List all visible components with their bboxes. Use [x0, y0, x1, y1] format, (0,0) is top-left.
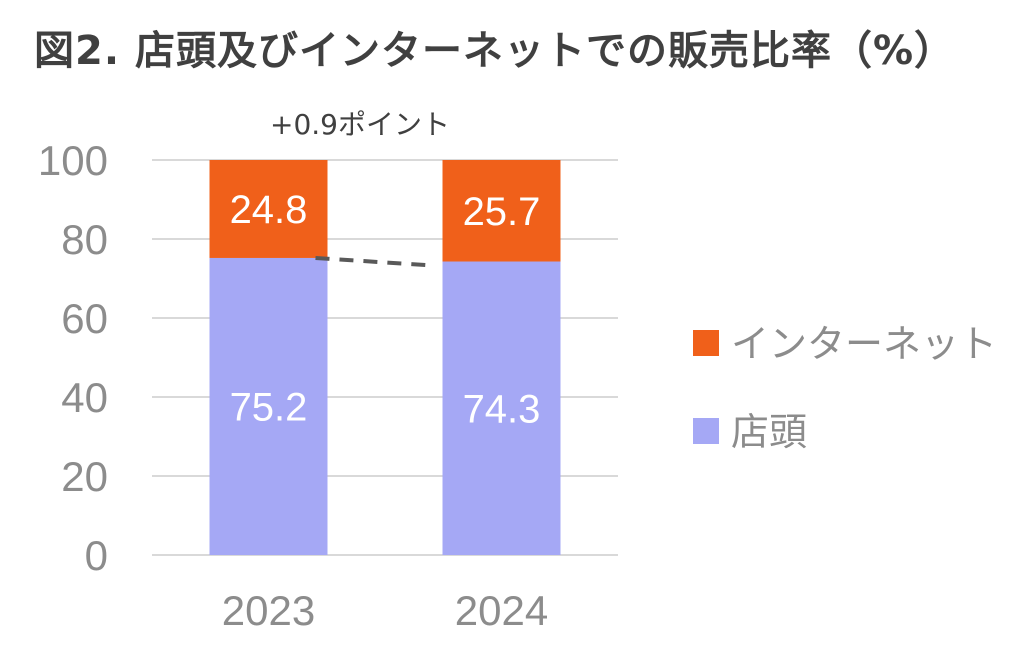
data-label: 24.8 — [230, 188, 308, 232]
y-tick-label: 60 — [61, 295, 108, 342]
legend-swatch — [693, 418, 719, 444]
bar-segment — [442, 160, 561, 262]
x-category-label: 2023 — [222, 587, 315, 634]
data-label: 25.7 — [463, 190, 541, 234]
y-tick-label: 0 — [85, 532, 108, 579]
legend-label: インターネット — [731, 322, 997, 366]
y-tick-label: 80 — [61, 216, 108, 263]
x-axis-categories: 2023 2024 — [222, 587, 548, 634]
y-tick-label: 100 — [38, 137, 108, 184]
chart-title: 図2. 店頭及びインターネットでの販売比率（%） — [34, 28, 956, 74]
x-category-label: 2024 — [455, 587, 548, 634]
change-annotation: +0.9ポイント — [270, 108, 450, 141]
legend-label: 店頭 — [731, 410, 807, 454]
data-labels: 75.2 24.8 74.3 25.7 — [230, 188, 541, 431]
data-label: 75.2 — [230, 385, 308, 429]
dashed-connector — [315, 255, 433, 268]
bar-segment — [209, 160, 328, 258]
connector — [315, 255, 433, 268]
legend-swatch — [693, 330, 719, 356]
data-label: 74.3 — [463, 387, 541, 431]
y-tick-label: 20 — [61, 453, 108, 500]
y-axis-ticks: 0 20 40 60 80 100 — [38, 137, 108, 579]
bar-segment — [442, 261, 561, 555]
bars — [209, 160, 561, 555]
bar-segment — [209, 257, 328, 555]
y-tick-label: 40 — [61, 374, 108, 421]
